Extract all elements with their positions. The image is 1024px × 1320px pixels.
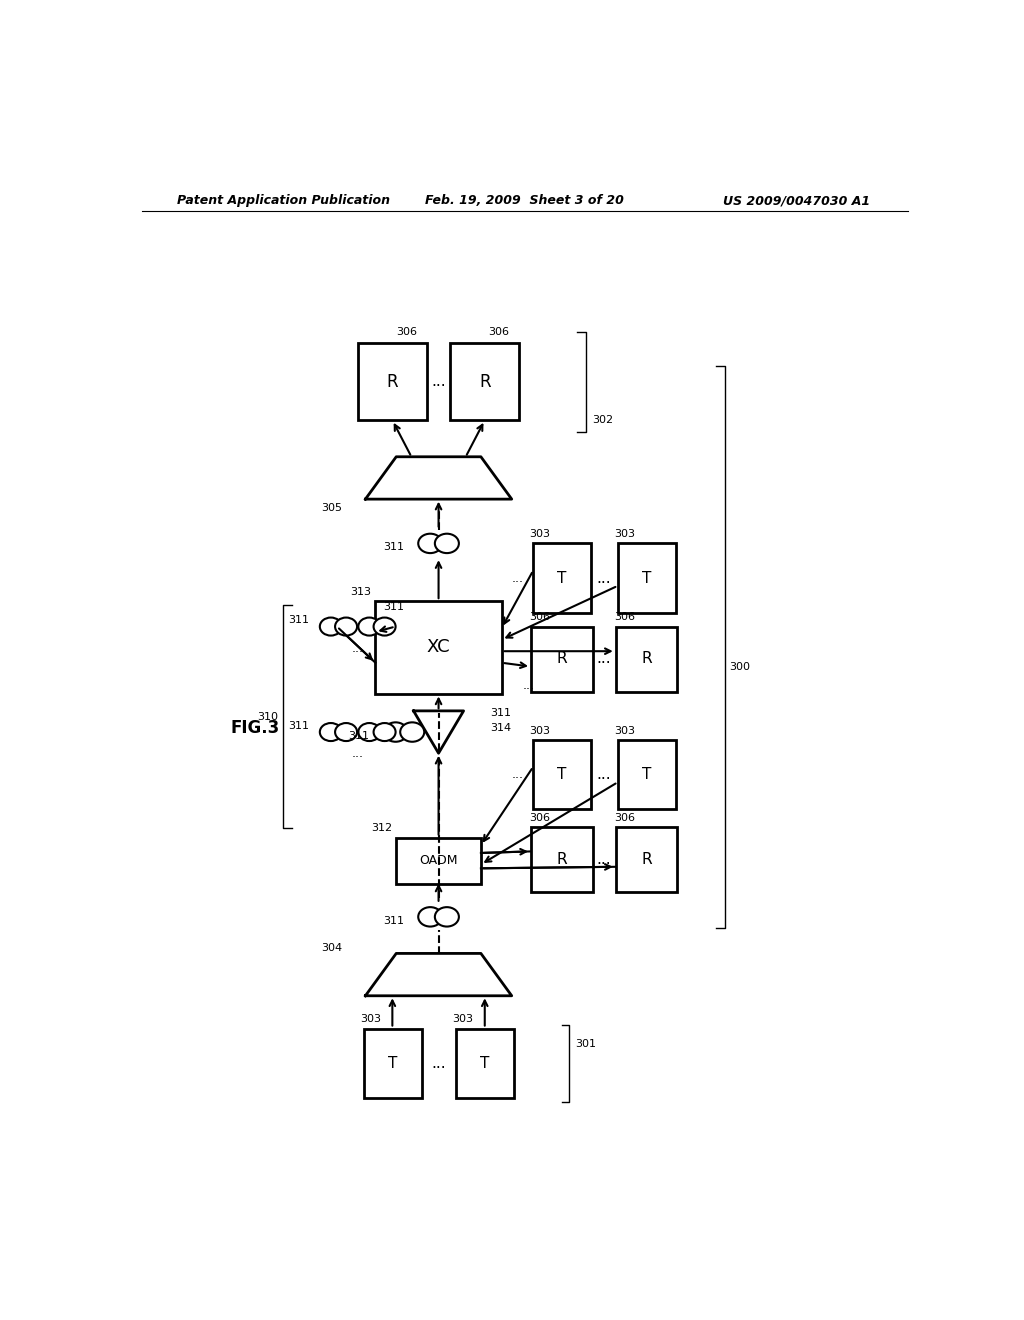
Text: ...: ... xyxy=(597,651,611,667)
Ellipse shape xyxy=(319,618,342,635)
Bar xyxy=(396,838,481,884)
Polygon shape xyxy=(366,953,512,995)
Ellipse shape xyxy=(358,618,380,635)
Bar xyxy=(534,544,591,612)
Text: Feb. 19, 2009  Sheet 3 of 20: Feb. 19, 2009 Sheet 3 of 20 xyxy=(425,194,625,207)
Text: 300: 300 xyxy=(730,661,751,672)
Ellipse shape xyxy=(335,723,357,741)
Polygon shape xyxy=(366,457,512,499)
Text: ...: ... xyxy=(512,572,524,585)
Text: ...: ... xyxy=(597,851,611,867)
Text: 303: 303 xyxy=(453,1014,473,1024)
Bar xyxy=(531,627,593,692)
Text: 303: 303 xyxy=(614,529,635,539)
Bar xyxy=(615,826,677,892)
Text: US 2009/0047030 A1: US 2009/0047030 A1 xyxy=(723,194,869,207)
Polygon shape xyxy=(414,711,464,754)
Text: 311: 311 xyxy=(288,615,309,626)
Text: OADM: OADM xyxy=(419,854,458,867)
Text: T: T xyxy=(642,570,651,586)
Text: ...: ... xyxy=(351,747,364,760)
Text: 305: 305 xyxy=(322,503,342,513)
Ellipse shape xyxy=(358,723,380,741)
Text: XC: XC xyxy=(427,639,451,656)
Text: R: R xyxy=(641,851,651,867)
Text: 306: 306 xyxy=(529,612,550,622)
Text: 301: 301 xyxy=(575,1039,597,1049)
Ellipse shape xyxy=(374,723,395,741)
Bar xyxy=(534,739,591,809)
Text: 304: 304 xyxy=(322,942,342,953)
Text: 303: 303 xyxy=(359,1014,381,1024)
Text: 311: 311 xyxy=(288,721,309,731)
Text: T: T xyxy=(388,1056,397,1071)
Text: R: R xyxy=(556,851,567,867)
Bar xyxy=(364,1028,422,1098)
Text: 302: 302 xyxy=(593,416,613,425)
Text: 306: 306 xyxy=(488,326,510,337)
Text: R: R xyxy=(386,372,398,391)
Bar xyxy=(617,544,676,612)
Text: 314: 314 xyxy=(490,723,511,733)
Text: 311: 311 xyxy=(383,543,403,552)
Text: T: T xyxy=(557,767,566,781)
Text: 306: 306 xyxy=(614,612,635,622)
Text: ...: ... xyxy=(597,767,611,781)
Ellipse shape xyxy=(418,907,442,927)
Text: ...: ... xyxy=(431,1056,445,1071)
Ellipse shape xyxy=(418,533,442,553)
Bar xyxy=(457,1028,514,1098)
Text: 306: 306 xyxy=(614,813,635,822)
Text: 303: 303 xyxy=(529,529,550,539)
Ellipse shape xyxy=(335,618,357,635)
Text: R: R xyxy=(479,372,490,391)
Text: ...: ... xyxy=(512,768,524,781)
Bar xyxy=(617,739,676,809)
Ellipse shape xyxy=(384,722,408,742)
Bar xyxy=(357,343,427,420)
Ellipse shape xyxy=(435,533,459,553)
Bar xyxy=(451,343,519,420)
Text: 311: 311 xyxy=(490,708,511,718)
Text: 310: 310 xyxy=(257,711,279,722)
Text: T: T xyxy=(480,1056,489,1071)
Text: ...: ... xyxy=(522,680,535,693)
Text: 312: 312 xyxy=(372,824,392,833)
Bar xyxy=(531,826,593,892)
Text: ...: ... xyxy=(351,642,364,655)
Text: 311: 311 xyxy=(383,916,403,925)
Text: FIG.3: FIG.3 xyxy=(230,719,280,737)
Text: 303: 303 xyxy=(614,726,635,735)
Text: T: T xyxy=(642,767,651,781)
Ellipse shape xyxy=(374,618,395,635)
Text: 313: 313 xyxy=(350,587,372,597)
Text: R: R xyxy=(556,651,567,667)
Ellipse shape xyxy=(319,723,342,741)
Text: 306: 306 xyxy=(529,813,550,822)
Text: R: R xyxy=(641,651,651,667)
Text: 311: 311 xyxy=(383,602,404,612)
Text: T: T xyxy=(557,570,566,586)
Bar xyxy=(376,601,503,693)
Text: 311: 311 xyxy=(348,731,370,741)
Ellipse shape xyxy=(400,722,424,742)
Text: 303: 303 xyxy=(529,726,550,735)
Text: Patent Application Publication: Patent Application Publication xyxy=(177,194,390,207)
Text: ...: ... xyxy=(431,374,445,389)
Text: 306: 306 xyxy=(396,326,417,337)
Text: ...: ... xyxy=(597,570,611,586)
Ellipse shape xyxy=(435,907,459,927)
Bar xyxy=(615,627,677,692)
